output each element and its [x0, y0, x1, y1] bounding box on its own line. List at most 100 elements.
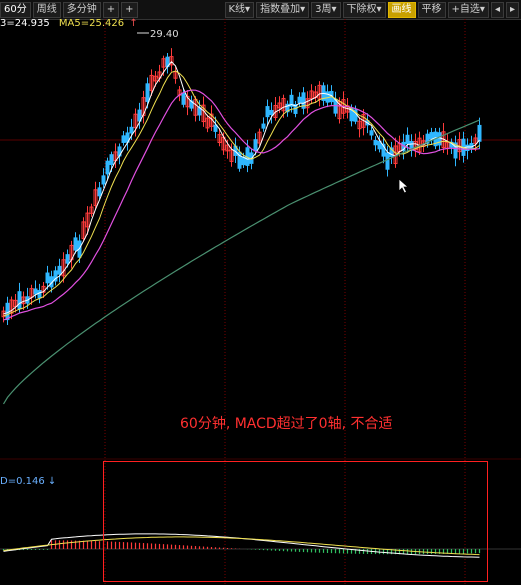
candle-body — [277, 102, 282, 109]
scroll-left-button[interactable]: ◂ — [490, 2, 504, 18]
period-60min-button[interactable]: 60分 — [0, 2, 31, 18]
candle-body — [437, 132, 442, 146]
chart-toolbar: 60分 周线 多分钟 + + K线▾ 指数叠加▾ 3周▾ 下除权▾ 画线 平移 … — [0, 0, 521, 20]
candle-body — [93, 189, 98, 206]
add-period-button-2[interactable]: + — [121, 2, 138, 18]
candle-body — [373, 139, 378, 146]
candle-body — [61, 259, 66, 277]
candle-body — [85, 212, 90, 228]
candle-body — [141, 97, 146, 117]
pan-button[interactable]: 平移 — [417, 2, 446, 18]
toolbar-left-group: 60分 周线 多分钟 + + — [0, 2, 138, 18]
macd-indicator — [0, 533, 521, 558]
candle-body — [369, 130, 374, 136]
candle-body — [285, 103, 290, 113]
candle-body — [145, 83, 150, 102]
candle-body — [37, 290, 42, 299]
candle-body — [81, 221, 86, 239]
candle-body — [389, 147, 394, 158]
candle-body — [257, 131, 262, 144]
candle-body — [161, 58, 166, 68]
candle-body — [289, 94, 294, 107]
mouse-cursor-icon — [398, 178, 410, 194]
kline-type-dropdown[interactable]: K线▾ — [224, 2, 255, 18]
candle-body — [269, 109, 274, 116]
candle-body — [261, 123, 266, 129]
candle-body — [317, 84, 322, 100]
candle-body — [297, 96, 302, 104]
candle-body — [89, 206, 94, 214]
candle-body — [57, 265, 62, 275]
candle-body — [377, 140, 382, 150]
candle-body — [473, 137, 478, 144]
candle-body — [385, 152, 390, 170]
candle-body — [477, 124, 482, 142]
max-price-label: 29.40 — [150, 29, 179, 40]
candle-body — [409, 140, 414, 151]
candle-body — [105, 160, 110, 175]
ma-legend: 3=24.935 MA5=25.426 ↑ — [0, 18, 138, 29]
ma-line-pink — [3, 89, 480, 321]
candle-body — [425, 133, 430, 144]
ma-trend-arrow: ↑ — [129, 18, 138, 29]
candle-body — [381, 143, 386, 157]
macd-label: D=0.146 ↓ — [0, 476, 56, 487]
scroll-right-button[interactable]: ▸ — [505, 2, 519, 18]
candle-body — [405, 134, 410, 145]
macd-dea-line — [3, 536, 480, 556]
add-watchlist-dropdown[interactable]: +自选▾ — [447, 2, 489, 18]
candle-body — [413, 141, 418, 151]
candle-body — [357, 120, 362, 130]
candle-body — [229, 149, 234, 162]
candle-body — [253, 139, 258, 152]
annotation-text: 60分钟, MACD超过了0轴, 不合适 — [180, 416, 393, 432]
candle-body — [33, 288, 38, 295]
candle-body — [225, 144, 230, 152]
candle-body — [205, 117, 210, 129]
candle-body — [21, 296, 26, 305]
candle-body — [45, 272, 50, 284]
candle-body — [281, 97, 286, 112]
add-period-button[interactable]: + — [102, 2, 120, 18]
candle-body — [169, 56, 174, 66]
candle-body — [217, 134, 222, 143]
candle-body — [73, 237, 78, 251]
candle-body — [153, 75, 158, 82]
macd-highlight-box — [103, 461, 488, 582]
draw-line-button[interactable]: 画线 — [387, 2, 416, 18]
candle-body — [137, 109, 142, 122]
candle-body — [301, 92, 306, 109]
candle-body — [305, 98, 310, 109]
candle-body — [429, 132, 434, 140]
index-overlay-dropdown[interactable]: 指数叠加▾ — [256, 2, 310, 18]
candle-body — [133, 113, 138, 129]
candle-body — [5, 302, 10, 321]
candle-body — [213, 124, 218, 132]
candle-body — [309, 90, 314, 100]
ma5-value: MA5=25.426 — [58, 18, 125, 29]
period-multi-minute-button[interactable]: 多分钟 — [62, 2, 101, 18]
period-week-button[interactable]: 周线 — [32, 2, 61, 18]
ma3-value: 3=24.935 — [0, 18, 50, 29]
candle-body — [17, 291, 22, 310]
ma-line-white — [3, 61, 480, 315]
candle-body — [465, 144, 470, 152]
candle-body — [185, 95, 190, 108]
candle-body — [173, 71, 178, 79]
candle-body — [181, 92, 186, 105]
candle-body — [149, 74, 154, 91]
kline-chart-area[interactable]: 29.40 — [0, 19, 521, 585]
candle-body — [101, 175, 106, 185]
three-week-dropdown[interactable]: 3周▾ — [311, 2, 341, 18]
candle-body — [109, 154, 114, 165]
candle-body — [53, 270, 58, 282]
macd-value: D=0.146 — [0, 476, 45, 487]
ex-rights-dropdown[interactable]: 下除权▾ — [342, 2, 386, 18]
candle-body — [265, 106, 270, 118]
candle-body — [9, 299, 14, 314]
candle-body — [453, 142, 458, 159]
toolbar-right-group: K线▾ 指数叠加▾ 3周▾ 下除权▾ 画线 平移 +自选▾ ◂ ▸ — [224, 2, 519, 18]
ma-line-green — [2, 119, 480, 405]
moving-average-lines — [2, 61, 480, 405]
candle-body — [121, 135, 126, 143]
